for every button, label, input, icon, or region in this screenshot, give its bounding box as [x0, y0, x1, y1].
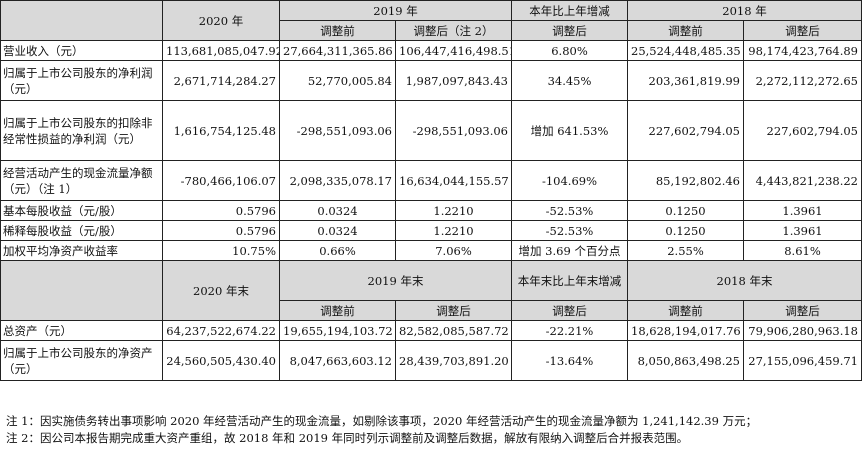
header2-yoy-after: 调整后	[511, 300, 628, 321]
cell-2018-after: 1.3961	[743, 220, 862, 241]
cell-yoy: -52.53%	[511, 200, 628, 221]
row-label: 基本每股收益（元/股）	[0, 200, 163, 221]
cell-2019-before: 0.0324	[279, 200, 396, 221]
header2-yoy: 本年末比上年末增减	[511, 260, 628, 301]
cell-2018-before: 203,361,819.99	[627, 60, 744, 101]
header-2018: 2018 年	[627, 0, 862, 21]
cell-2020: 10.75%	[162, 240, 280, 261]
header-yoy-after: 调整后	[511, 20, 628, 41]
cell-2018-after: 27,155,096,459.71	[743, 340, 862, 381]
table-row: 基本每股收益（元/股） 0.5796 0.0324 1.2210 -52.53%…	[0, 200, 862, 221]
header-yoy: 本年比上年增减	[511, 0, 628, 21]
cell-yoy: 34.45%	[511, 60, 628, 101]
cell-2018-before: 0.1250	[627, 200, 744, 221]
cell-yoy: 增加 641.53%	[511, 100, 628, 161]
cell-2020: 2,671,714,284.27	[162, 60, 280, 101]
cell-2020: 0.5796	[162, 200, 280, 221]
cell-2019-before: 19,655,194,103.72	[279, 320, 396, 341]
row-label: 总资产（元）	[0, 320, 163, 341]
cell-2018-before: 0.1250	[627, 220, 744, 241]
cell-2019-after: 1.2210	[395, 220, 512, 241]
cell-2020: 24,560,505,430.40	[162, 340, 280, 381]
footnotes: 注 1：因实施债务转出事项影响 2020 年经营活动产生的现金流量，如剔除该事项…	[6, 413, 856, 447]
cell-2019-before: -298,551,093.06	[279, 100, 396, 161]
cell-2019-after: -298,551,093.06	[395, 100, 512, 161]
cell-2019-after: 1,987,097,843.43	[395, 60, 512, 101]
cell-2019-after: 16,634,044,155.57	[395, 160, 512, 201]
cell-yoy: -52.53%	[511, 220, 628, 241]
header-2020: 2020 年	[162, 0, 280, 41]
cell-yoy: -104.69%	[511, 160, 628, 201]
header-2018-before: 调整前	[627, 20, 744, 41]
table-row: 经营活动产生的现金流量净额（元）（注 1） -780,466,106.07 2,…	[0, 160, 862, 201]
cell-2019-before: 0.66%	[279, 240, 396, 261]
table-row: 归属于上市公司股东的净利润（元） 2,671,714,284.27 52,770…	[0, 60, 862, 101]
table-row: 总资产（元） 64,237,522,674.22 19,655,194,103.…	[0, 320, 862, 341]
cell-2019-before: 2,098,335,078.17	[279, 160, 396, 201]
cell-2018-before: 18,628,194,017.76	[627, 320, 744, 341]
cell-2020: 64,237,522,674.22	[162, 320, 280, 341]
cell-2019-before: 52,770,005.84	[279, 60, 396, 101]
cell-yoy: 增加 3.69 个百分点	[511, 240, 628, 261]
cell-2018-after: 2,272,112,272.65	[743, 60, 862, 101]
cell-yoy: -22.21%	[511, 320, 628, 341]
row-label: 归属于上市公司股东的扣除非经常性损益的净利润（元）	[0, 100, 163, 161]
header-2018-after: 调整后	[743, 20, 862, 41]
header-2019: 2019 年	[279, 0, 512, 21]
header2-2019: 2019 年末	[279, 260, 512, 301]
cell-2019-after: 28,439,703,891.20	[395, 340, 512, 381]
cell-2018-before: 25,524,448,485.35	[627, 40, 744, 61]
cell-2019-before: 0.0324	[279, 220, 396, 241]
footnote-1: 注 1：因实施债务转出事项影响 2020 年经营活动产生的现金流量，如剔除该事项…	[6, 414, 758, 428]
footnote-2: 注 2：因公司本报告期完成重大资产重组，故 2018 年和 2019 年同时列示…	[6, 431, 689, 445]
table-row: 归属于上市公司股东的扣除非经常性损益的净利润（元） 1,616,754,125.…	[0, 100, 862, 161]
row-label: 归属于上市公司股东的净利润（元）	[0, 60, 163, 101]
cell-2018-after: 4,443,821,238.22	[743, 160, 862, 201]
cell-2019-before: 8,047,663,603.12	[279, 340, 396, 381]
cell-2018-after: 8.61%	[743, 240, 862, 261]
table-row: 归属于上市公司股东的净资产（元） 24,560,505,430.40 8,047…	[0, 340, 862, 381]
cell-2019-after: 1.2210	[395, 200, 512, 221]
row-label: 稀释每股收益（元/股）	[0, 220, 163, 241]
row-label: 经营活动产生的现金流量净额（元）（注 1）	[0, 160, 163, 201]
cell-2018-before: 85,192,802.46	[627, 160, 744, 201]
cell-2020: 1,616,754,125.48	[162, 100, 280, 161]
header2-2018-after: 调整后	[743, 300, 862, 321]
financial-data-table: 2020 年 2019 年 本年比上年增减 2018 年 调整前 调整后（注 2…	[0, 0, 862, 381]
row-label: 加权平均净资产收益率	[0, 240, 163, 261]
cell-yoy: 6.80%	[511, 40, 628, 61]
header2-2019-before: 调整前	[279, 300, 396, 321]
table-row: 营业收入（元） 113,681,085,047.92 27,664,311,36…	[0, 40, 862, 61]
cell-2018-after: 79,906,280,963.18	[743, 320, 862, 341]
header-2019-after: 调整后（注 2）	[395, 20, 512, 41]
header2-2018: 2018 年末	[627, 260, 862, 301]
cell-2019-after: 7.06%	[395, 240, 512, 261]
row-label: 归属于上市公司股东的净资产（元）	[0, 340, 163, 381]
header2-blank	[0, 260, 163, 321]
cell-2019-after: 106,447,416,498.51	[395, 40, 512, 61]
cell-yoy: -13.64%	[511, 340, 628, 381]
cell-2020: 113,681,085,047.92	[162, 40, 280, 61]
cell-2018-after: 1.3961	[743, 200, 862, 221]
cell-2018-after: 227,602,794.05	[743, 100, 862, 161]
header2-2020: 2020 年末	[162, 260, 280, 321]
header2-2018-before: 调整前	[627, 300, 744, 321]
cell-2018-before: 8,050,863,498.25	[627, 340, 744, 381]
header-blank	[0, 0, 163, 41]
cell-2019-before: 27,664,311,365.86	[279, 40, 396, 61]
cell-2018-after: 98,174,423,764.89	[743, 40, 862, 61]
cell-2020: -780,466,106.07	[162, 160, 280, 201]
cell-2018-before: 2.55%	[627, 240, 744, 261]
cell-2018-before: 227,602,794.05	[627, 100, 744, 161]
row-label: 营业收入（元）	[0, 40, 163, 61]
cell-2020: 0.5796	[162, 220, 280, 241]
cell-2019-after: 82,582,085,587.72	[395, 320, 512, 341]
table-row: 加权平均净资产收益率 10.75% 0.66% 7.06% 增加 3.69 个百…	[0, 240, 862, 261]
header2-2019-after: 调整后	[395, 300, 512, 321]
table-row: 稀释每股收益（元/股） 0.5796 0.0324 1.2210 -52.53%…	[0, 220, 862, 241]
header-2019-before: 调整前	[279, 20, 396, 41]
